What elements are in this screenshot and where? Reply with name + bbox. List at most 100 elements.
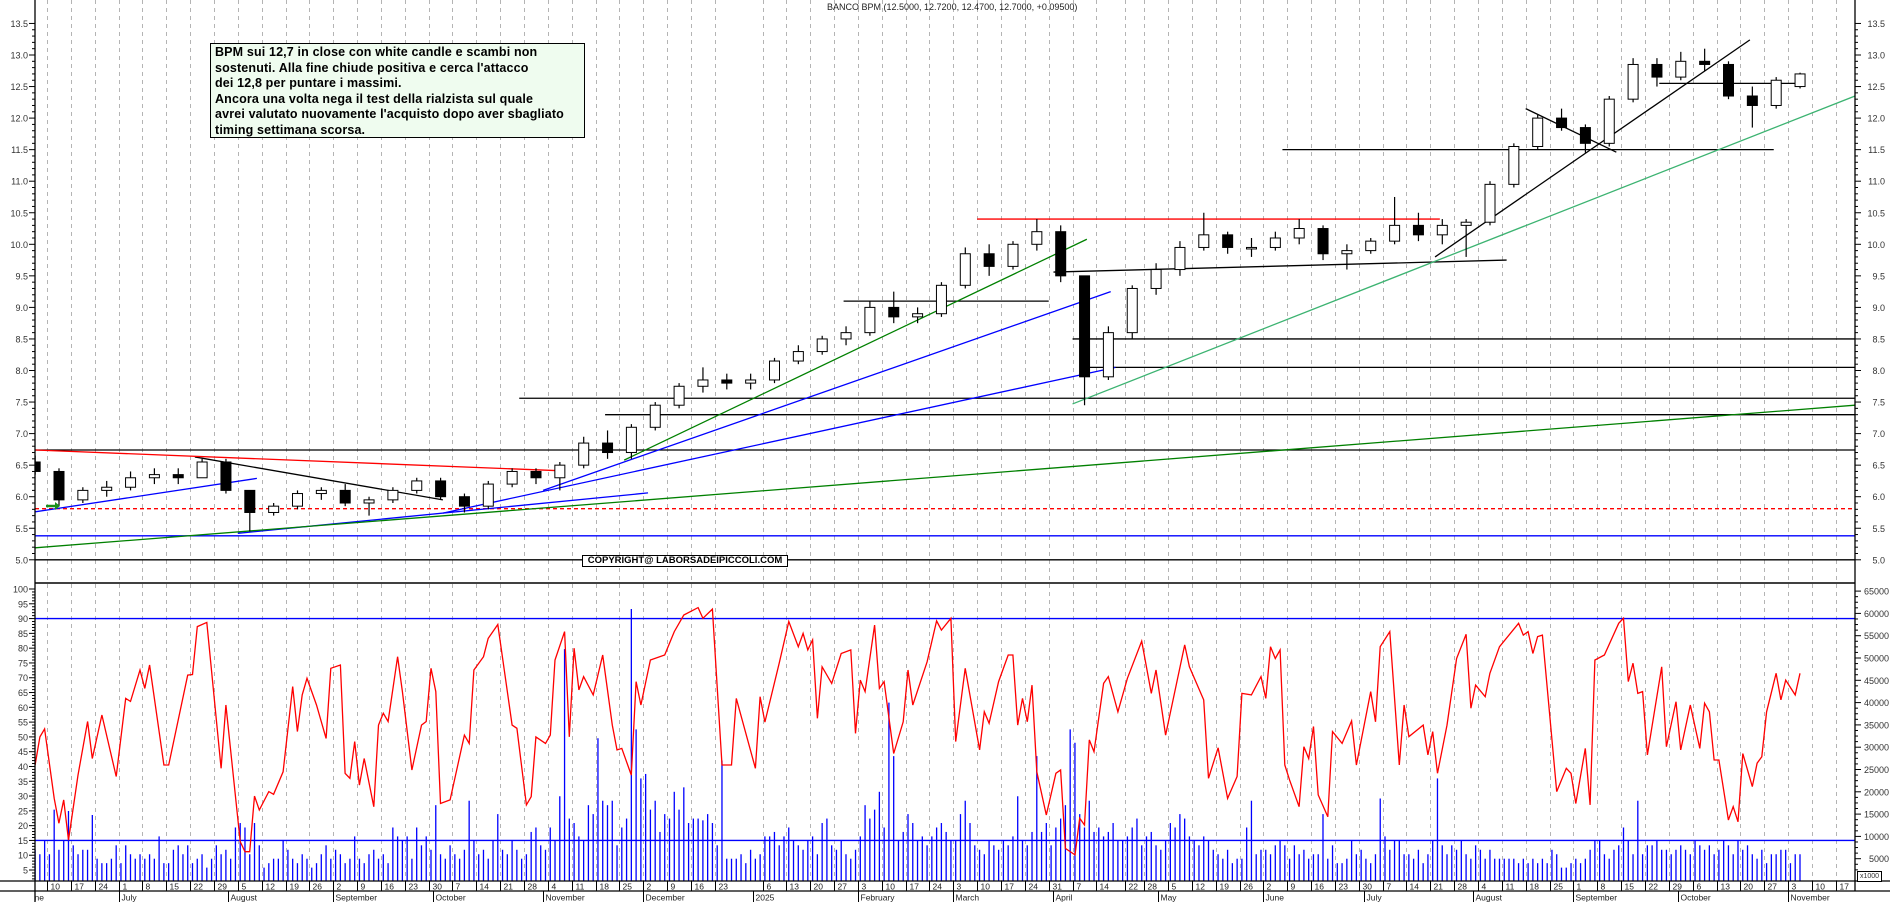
price-axis-label: 8.5: [1872, 334, 1885, 344]
date-tick-label: 29: [1673, 882, 1683, 892]
candle-body: [578, 442, 590, 466]
candle-body: [935, 284, 947, 315]
candle: [530, 468, 542, 485]
candle: [101, 480, 113, 497]
date-tick-label: 19: [1220, 882, 1230, 892]
candle-body: [1246, 246, 1257, 250]
candle-body: [864, 306, 876, 334]
date-tick-label: 28: [1458, 882, 1468, 892]
candle: [602, 430, 614, 459]
candle: [1341, 244, 1353, 270]
date-tick-label: 28: [1148, 882, 1158, 892]
price-axis-label: 12.0: [1867, 114, 1885, 124]
candle-body: [983, 253, 995, 267]
oscillator-axis-label: 80: [18, 644, 28, 654]
annotation-line: avrei valutato nuovamente l'acquisto dop…: [215, 107, 564, 122]
annotation-line: timing settimana scorsa.: [215, 122, 366, 137]
candle-body: [1532, 117, 1544, 147]
candle: [1174, 241, 1186, 276]
candle-body: [554, 464, 566, 479]
candle-body: [1174, 246, 1186, 271]
date-tick-label: 7: [1387, 882, 1392, 892]
date-tick-label: 3: [1792, 882, 1797, 892]
date-tick-label: 14: [1100, 882, 1110, 892]
candle-body: [220, 461, 232, 491]
date-tick-label: 16: [695, 882, 705, 892]
date-tick-label: 6: [767, 882, 772, 892]
date-tick-label: 2: [647, 882, 652, 892]
candle-body: [1746, 95, 1758, 106]
volume-unit-label: x1000: [1857, 871, 1883, 882]
price-axis-label: 8.0: [1872, 366, 1885, 376]
date-tick-label: 13: [790, 882, 800, 892]
candle: [458, 493, 470, 513]
candle-body: [1126, 287, 1138, 334]
date-tick-label: 24: [1029, 882, 1039, 892]
copyright-label: COPYRIGHT@ LABORSADEIPICCOLI.COM: [582, 555, 788, 567]
date-tick-label: 23: [409, 882, 419, 892]
x-axis: 10 17 24 1 8 15 22 29 5 12 19 26 2 9 16 23 30 7 14 21 28 4 11 1…: [26, 881, 1849, 902]
date-tick-label: 31: [1053, 882, 1063, 892]
candle-body: [602, 442, 614, 454]
candle-body: [840, 332, 852, 340]
date-tick-label: 25: [1554, 882, 1564, 892]
candle-body: [506, 470, 518, 485]
price-axis-label: 6.0: [15, 492, 28, 502]
annotation-line: BPM sui 12,7 in close con white candle e…: [215, 45, 538, 59]
price-axis-label: 10.5: [10, 208, 28, 218]
candle-body: [816, 338, 828, 353]
price-axis-label: 9.0: [1872, 303, 1885, 313]
price-axis-label: 7.0: [15, 429, 28, 439]
trendline: [1053, 259, 1507, 273]
date-tick-label: 18: [1530, 882, 1540, 892]
candle-body: [912, 313, 924, 318]
candle: [1603, 96, 1615, 147]
date-tick-label: 9: [361, 882, 366, 892]
candle-body: [196, 461, 208, 479]
date-tick-label: 22: [194, 882, 204, 892]
oscillator-axis-label: 70: [18, 673, 28, 683]
candle-body: [1341, 250, 1353, 255]
candle: [864, 301, 876, 336]
candle: [1651, 58, 1663, 87]
date-tick-label: 30: [1363, 882, 1373, 892]
candle-body: [1675, 60, 1687, 78]
volume-axis-label: 30000: [1864, 743, 1889, 753]
price-axis-label: 13.0: [1867, 51, 1885, 61]
month-label: June: [26, 893, 45, 902]
date-tick-label: 2: [1267, 882, 1272, 892]
trendline: [442, 366, 1116, 514]
volume-bars: [35, 608, 1801, 881]
date-tick-label: 3: [862, 882, 867, 892]
month-label: August: [1476, 893, 1503, 902]
oscillator-axis-label: 15: [18, 836, 28, 846]
date-tick-label: 4: [1482, 882, 1487, 892]
date-tick-label: 9: [1291, 882, 1296, 892]
candle-body: [125, 477, 137, 488]
date-tick-label: 30: [433, 882, 443, 892]
price-axis-label: 10.5: [1867, 208, 1885, 218]
oscillator-axis-label: 40: [18, 762, 28, 772]
month-label: March: [956, 893, 980, 902]
month-label: September: [1576, 893, 1618, 902]
date-tick-label: 26: [313, 882, 323, 892]
candle-body: [53, 470, 65, 501]
date-tick-label: 7: [456, 882, 461, 892]
month-label: December: [646, 893, 685, 902]
candle-body: [1269, 237, 1281, 248]
date-tick-label: 8: [1601, 882, 1606, 892]
candle-body: [1150, 269, 1162, 289]
date-tick-label: 19: [290, 882, 300, 892]
oscillator: [35, 606, 1801, 857]
price-axis-label: 11.5: [11, 145, 28, 155]
candle-body: [1317, 228, 1329, 255]
date-tick-label: 12: [1196, 882, 1206, 892]
month-label: August: [231, 893, 258, 902]
date-tick-label: 4: [552, 882, 557, 892]
date-tick-label: 17: [75, 882, 85, 892]
candle-body: [1556, 117, 1568, 129]
candle: [792, 345, 804, 365]
candle-body: [268, 505, 280, 513]
candle-body: [363, 499, 375, 504]
